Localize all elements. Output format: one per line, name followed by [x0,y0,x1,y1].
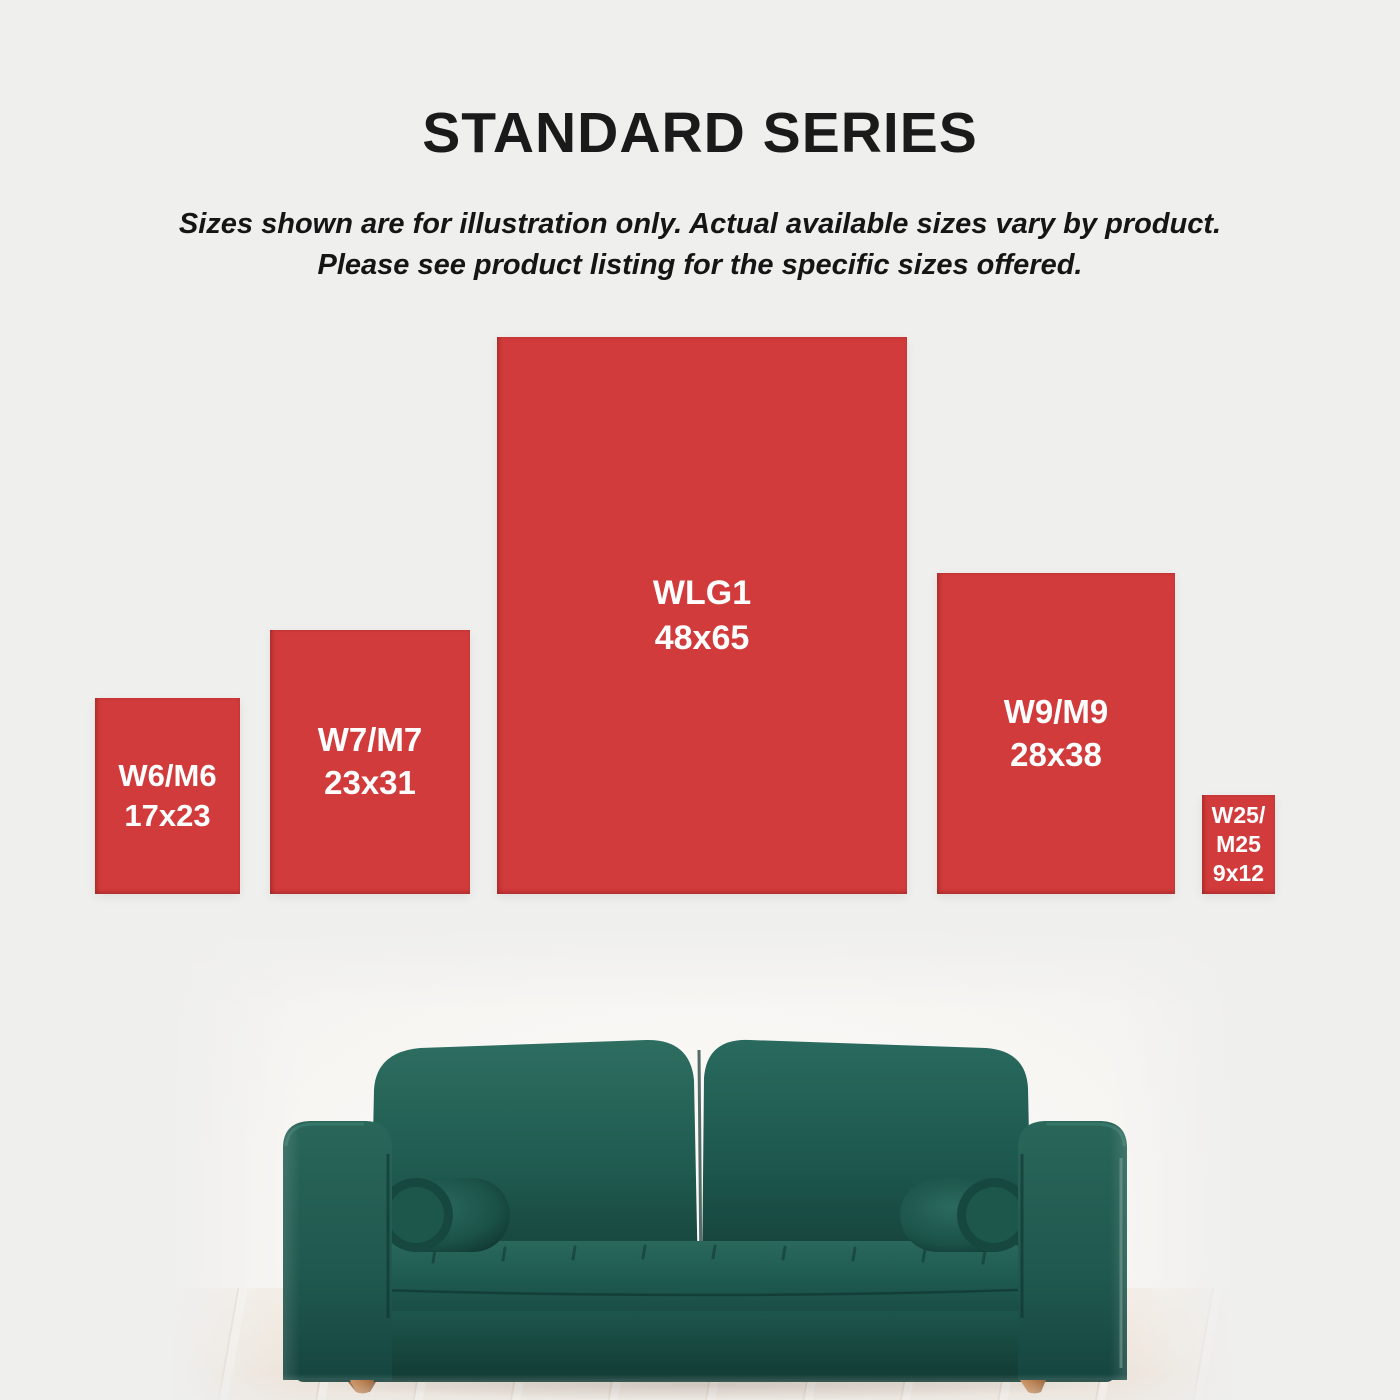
sofa-bolster-left [379,1178,510,1252]
seat-piping [377,1288,1019,1297]
size-box-w25-m25: W25/ M25 9x12 [1202,795,1275,894]
size-code: WLG1 [652,574,752,613]
sofa-photo-scene [150,920,1250,1400]
sofa-arm-left [283,1121,392,1380]
page-title: STANDARD SERIES [422,101,978,165]
sofa-seat-cushion [365,1241,1030,1323]
size-dimensions: 9x12 [1212,859,1265,886]
disclaimer-line-2: Please see product listing for the speci… [317,249,1083,282]
size-box-wlg1: WLG1 48x65 [497,337,907,894]
size-dimensions: 48x65 [654,618,750,657]
size-dimensions: 28x38 [1010,735,1102,773]
sofa-illustration [283,1039,1127,1400]
size-code: W9/M9 [1003,692,1109,730]
size-code: W7/M7 [317,721,423,759]
size-code: W25/ [1211,802,1266,829]
disclaimer-line-1: Sizes shown are for illustration only. A… [178,208,1222,240]
sofa-base [296,1311,1114,1382]
size-dimensions: 17x23 [124,798,211,833]
size-box-w6-m6: W6/M6 17x23 [95,698,240,894]
sofa-bolster-right [900,1178,1031,1252]
size-dimensions: 23x31 [324,764,416,801]
sofa-arm-right [1018,1121,1127,1380]
size-code: M25 [1216,831,1261,858]
size-code: W6/M6 [118,757,217,793]
size-box-w7-m7: W7/M7 23x31 [270,630,470,894]
disclaimer-text: Sizes shown are for illustration only. A… [0,204,1400,286]
size-box-w9-m9: W9/M9 28x38 [937,573,1175,894]
